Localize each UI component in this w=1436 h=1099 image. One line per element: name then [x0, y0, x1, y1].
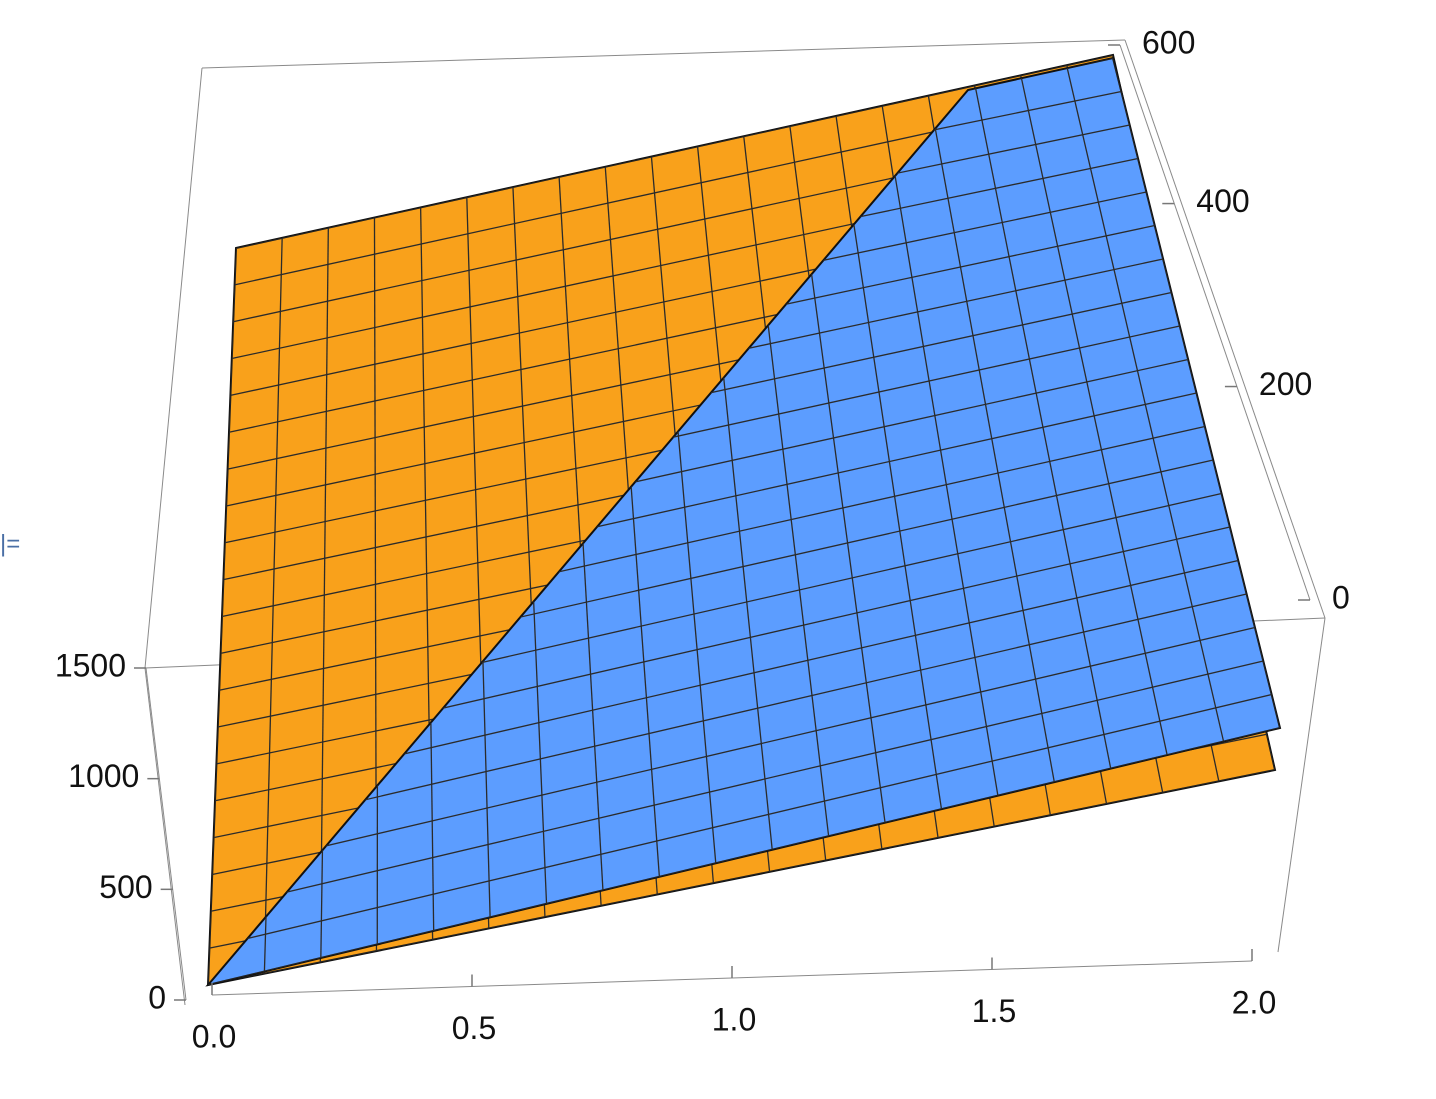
- axis-line: [1119, 44, 1311, 601]
- tick-label: 0.0: [192, 1018, 236, 1054]
- box-edge: [1277, 617, 1326, 953]
- mesh-line: [209, 693, 1272, 949]
- tick-label: 1000: [68, 758, 139, 794]
- tick-label: 200: [1259, 366, 1312, 402]
- box-edge: [201, 39, 1126, 69]
- tick-label: 600: [1142, 24, 1195, 60]
- tick-label: 0: [1332, 579, 1350, 615]
- box-edge: [144, 667, 186, 1006]
- box-edge: [144, 67, 203, 669]
- tick-label: 1.0: [712, 1001, 756, 1037]
- box-edge: [1124, 39, 1326, 619]
- mesh-line: [212, 626, 1256, 874]
- cell-label: |=: [0, 530, 20, 557]
- tick-label: 1500: [55, 647, 126, 683]
- tick-label: 2.0: [1232, 984, 1276, 1020]
- mesh-line: [214, 593, 1247, 836]
- tick-label: 0: [148, 979, 166, 1015]
- mesh-line: [211, 660, 1264, 911]
- tick-label: 1.5: [972, 993, 1016, 1029]
- tick-label: 500: [99, 869, 152, 905]
- axis-line: [145, 667, 187, 1001]
- tick-label: 400: [1196, 183, 1249, 219]
- tick-label: 0.5: [452, 1010, 496, 1046]
